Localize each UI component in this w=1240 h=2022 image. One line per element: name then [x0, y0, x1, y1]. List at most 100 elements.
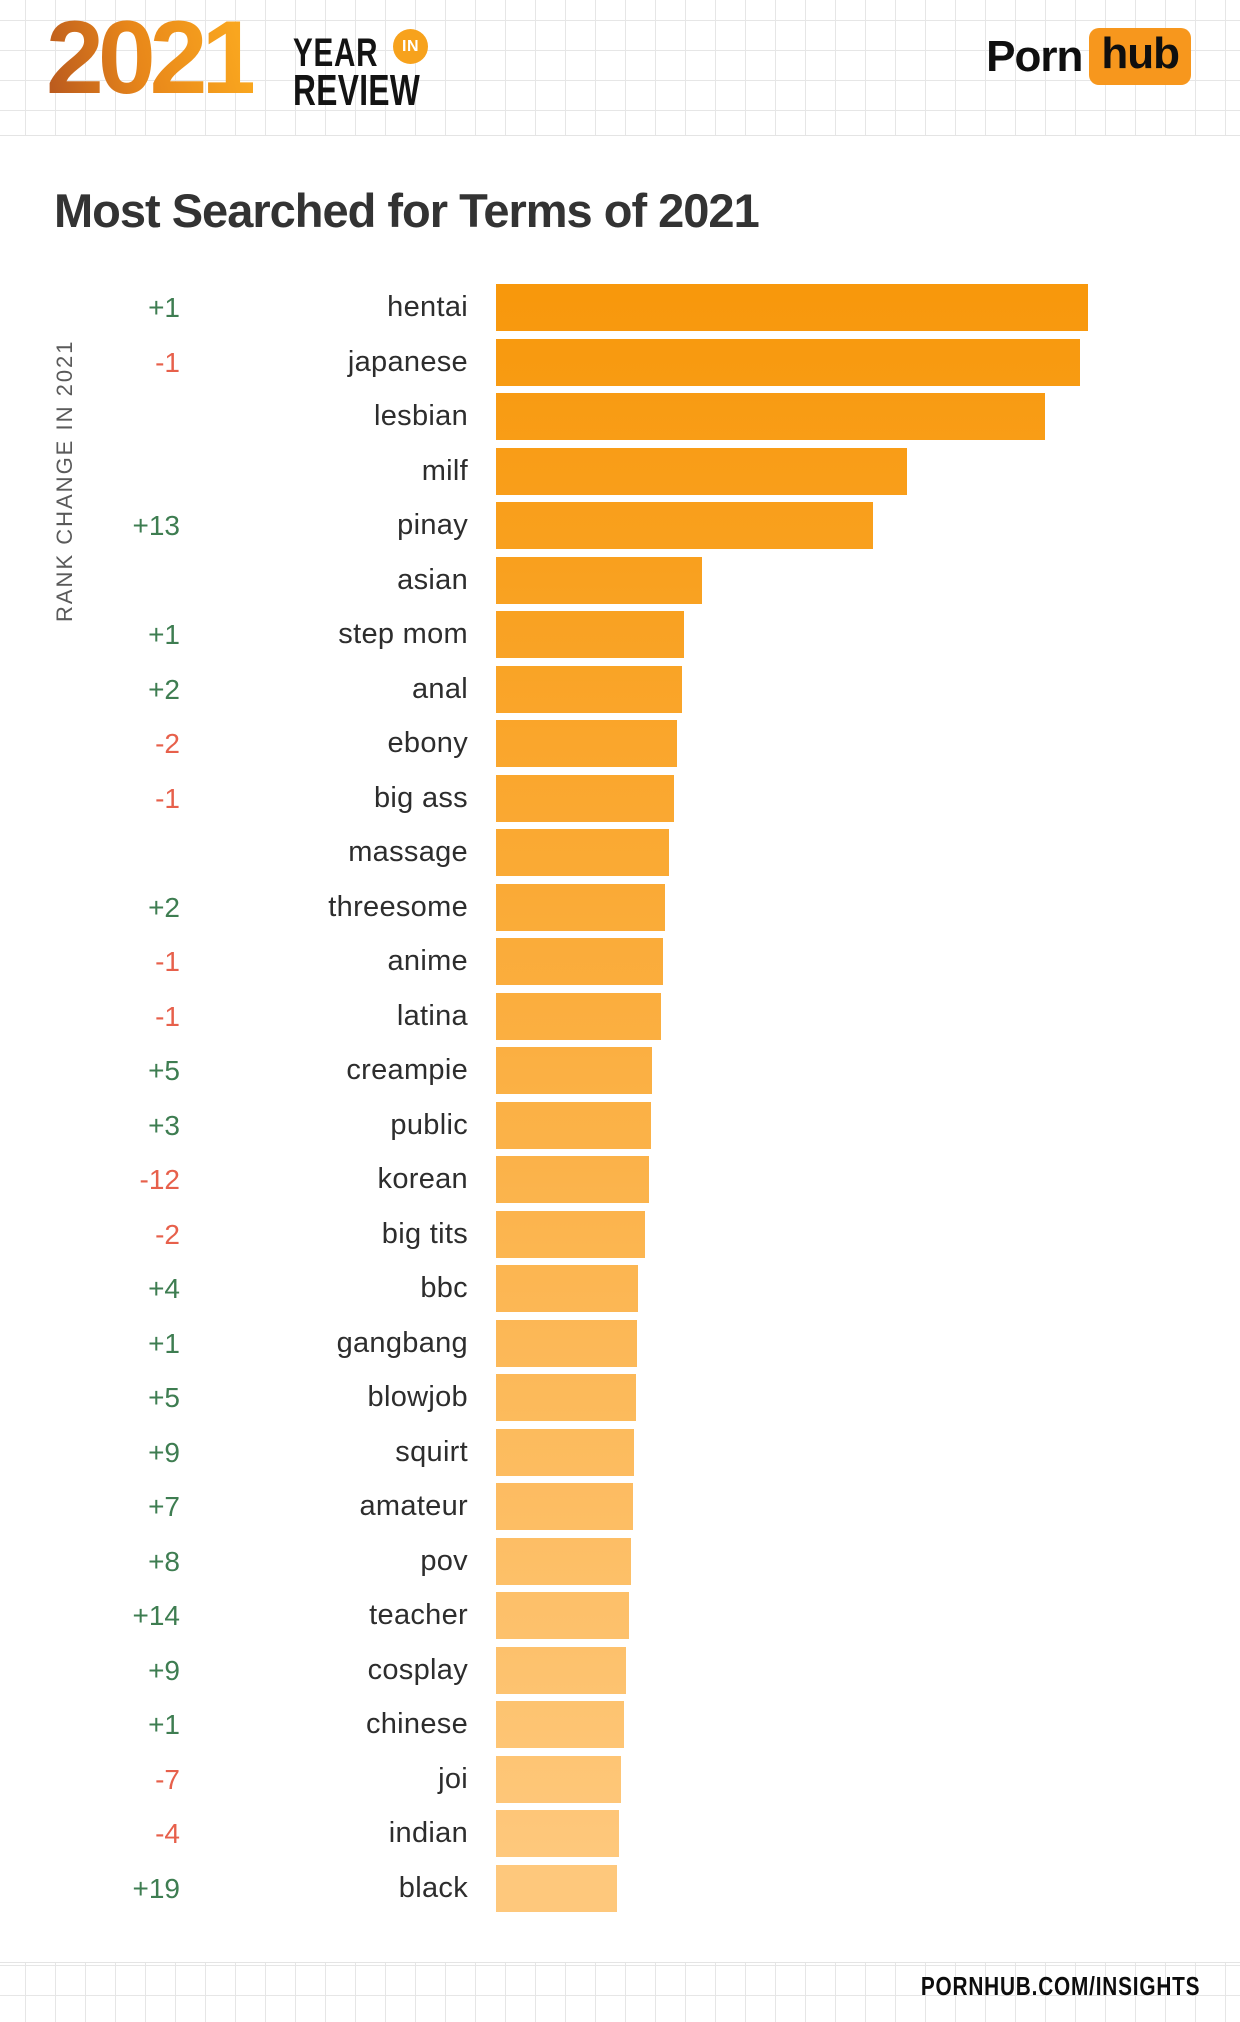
- bar-chart: +1 hentai -1 japanese lesbian milf +13 pinay asi…: [0, 284, 1240, 1919]
- term-label: hentai: [387, 291, 468, 323]
- term-label: blowjob: [367, 1381, 468, 1413]
- rank-change-label: -7: [155, 1763, 180, 1795]
- rank-change-label: +7: [148, 1491, 180, 1522]
- term-bar: [496, 447, 907, 495]
- term-bar: [496, 1210, 646, 1258]
- term-label: gangbang: [336, 1326, 468, 1359]
- term-bar: [496, 1265, 639, 1312]
- term-label: indian: [388, 1817, 468, 1849]
- term-label: big tits: [381, 1217, 468, 1250]
- chart-row: lesbian: [0, 393, 1240, 448]
- rank-change-label: +1: [148, 292, 180, 323]
- term-bar: [496, 1428, 634, 1476]
- rank-change-label: +5: [148, 1055, 180, 1086]
- header-grid-pattern: [0, 0, 1240, 136]
- rank-change-label: +13: [132, 510, 181, 541]
- term-label: squirt: [395, 1435, 468, 1468]
- term-label: amateur: [359, 1490, 468, 1522]
- term-bar: [496, 1755, 621, 1803]
- term-label: black: [398, 1871, 468, 1904]
- pornhub-logo-porn: Porn: [986, 31, 1083, 81]
- rank-change-label: +3: [148, 1109, 180, 1141]
- term-bar: [496, 338, 1080, 386]
- chart-row: +1 step mom: [0, 611, 1240, 666]
- chart-row: +2 threesome: [0, 883, 1240, 939]
- chart-row: +3 public: [0, 1101, 1240, 1157]
- rank-change-label: +2: [148, 891, 180, 923]
- chart-row: +9 cosplay: [0, 1646, 1240, 1702]
- footer-grid-pattern: [0, 1962, 1240, 2022]
- chart-row: -7 joi: [0, 1755, 1240, 1811]
- chart-row: -12 korean: [0, 1156, 1240, 1211]
- rank-change-label: -1: [155, 782, 180, 814]
- page-title: Most Searched for Terms of 2021: [54, 184, 760, 237]
- term-bar: [496, 611, 685, 658]
- term-label: lesbian: [374, 400, 468, 432]
- chart-row: +5 blowjob: [0, 1374, 1240, 1429]
- chart-row: -1 latina: [0, 992, 1240, 1048]
- year-word-label: YEAR: [293, 31, 379, 75]
- rank-change-label: +9: [148, 1436, 180, 1468]
- term-label: japanese: [347, 345, 468, 378]
- term-bar: [496, 502, 874, 549]
- chart-row: milf: [0, 447, 1240, 503]
- rank-change-label: +1: [148, 1327, 180, 1359]
- chart-row: +4 bbc: [0, 1265, 1240, 1320]
- term-bar: [496, 1646, 627, 1694]
- review-word-label: REVIEW: [293, 66, 421, 115]
- term-label: anime: [387, 945, 468, 977]
- chart-row: asian: [0, 556, 1240, 612]
- term-label: ebony: [387, 727, 468, 759]
- term-label: step mom: [338, 618, 468, 650]
- rank-change-label: -1: [155, 346, 180, 378]
- chart-row: +7 amateur: [0, 1483, 1240, 1538]
- pornhub-logo: Porn hub: [986, 28, 1191, 85]
- rank-change-label: +9: [148, 1654, 180, 1686]
- term-bar: [496, 1701, 624, 1748]
- term-label: big ass: [374, 781, 468, 814]
- term-bar: [496, 1537, 631, 1585]
- rank-change-label: -2: [155, 1218, 180, 1250]
- chart-row: +19 black: [0, 1864, 1240, 1920]
- term-bar: [496, 720, 678, 767]
- term-label: pov: [420, 1544, 468, 1577]
- term-label: public: [390, 1108, 468, 1141]
- term-bar: [496, 883, 665, 931]
- term-label: asian: [397, 563, 468, 596]
- rank-change-label: +14: [132, 1600, 181, 1631]
- chart-row: -1 big ass: [0, 774, 1240, 830]
- chart-row: +8 pov: [0, 1537, 1240, 1593]
- term-bar: [496, 1319, 637, 1367]
- rank-change-label: +4: [148, 1273, 180, 1304]
- term-label: massage: [348, 836, 468, 868]
- pornhub-logo-hub: hub: [1089, 28, 1191, 85]
- chart-row: +9 squirt: [0, 1428, 1240, 1484]
- chart-row: -2 ebony: [0, 720, 1240, 775]
- term-bar: [496, 556, 702, 604]
- term-bar: [496, 1592, 630, 1639]
- rank-change-label: +8: [148, 1545, 180, 1577]
- term-bar: [496, 1374, 636, 1421]
- term-bar: [496, 1101, 652, 1149]
- term-bar: [496, 1483, 633, 1530]
- term-bar: [496, 1864, 617, 1912]
- term-label: pinay: [397, 509, 468, 541]
- term-label: korean: [377, 1163, 468, 1195]
- in-badge-icon: IN: [393, 29, 428, 64]
- chart-row: +13 pinay: [0, 502, 1240, 557]
- term-label: cosplay: [367, 1653, 468, 1686]
- term-bar: [496, 992, 662, 1040]
- chart-row: -1 anime: [0, 938, 1240, 993]
- rank-change-label: +19: [132, 1872, 181, 1904]
- chart-row: +1 gangbang: [0, 1319, 1240, 1375]
- term-label: chinese: [365, 1708, 468, 1740]
- term-bar: [496, 284, 1088, 331]
- footer-site-link: PORNHUB.COM/INSIGHTS: [920, 1971, 1200, 2001]
- term-label: latina: [396, 999, 468, 1032]
- term-label: teacher: [369, 1599, 468, 1631]
- term-bar: [496, 1810, 620, 1857]
- term-bar: [496, 1156, 649, 1203]
- chart-row: -4 indian: [0, 1810, 1240, 1865]
- chart-row: massage: [0, 829, 1240, 884]
- year-2021-logo: 2021: [46, 0, 259, 116]
